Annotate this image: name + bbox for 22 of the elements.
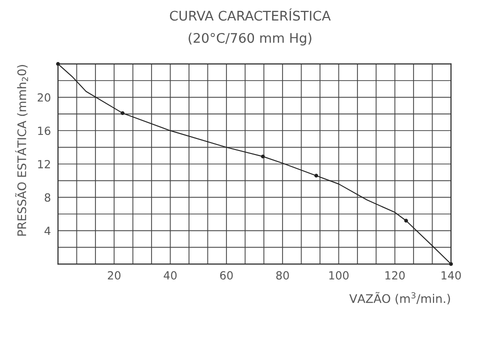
y-tick-label: 4 xyxy=(44,226,50,235)
x-tick-label: 120 xyxy=(385,271,405,280)
x-tick-label: 100 xyxy=(329,271,349,280)
x-axis-title: VAZÃO (m$^{3}$/min.) xyxy=(349,292,450,304)
y-tick-label: 12 xyxy=(38,160,50,168)
y-tick-label: 16 xyxy=(38,126,50,136)
point xyxy=(314,174,318,178)
point xyxy=(261,154,265,158)
y-tick-label: 8 xyxy=(44,193,50,202)
chart-title: CURVA CARACTERÍSTICA xyxy=(170,8,331,21)
y-tick-label: 20 xyxy=(38,93,50,102)
x-tick-label: 20 xyxy=(108,271,120,280)
x-tick-label: 60 xyxy=(220,271,233,280)
point xyxy=(120,111,124,116)
point xyxy=(404,218,408,223)
chart-subtitle: (20°C/760 mm Hg) xyxy=(188,32,312,46)
point xyxy=(449,262,453,266)
x-tick-label: 80 xyxy=(276,271,289,280)
x-tick-label: 140 xyxy=(442,271,461,280)
point xyxy=(56,62,60,66)
y-axis-title: PRESSÃO ESTÁTICA (mmh$_{2}$0) xyxy=(15,65,28,236)
x-tick-label: 40 xyxy=(164,271,177,280)
